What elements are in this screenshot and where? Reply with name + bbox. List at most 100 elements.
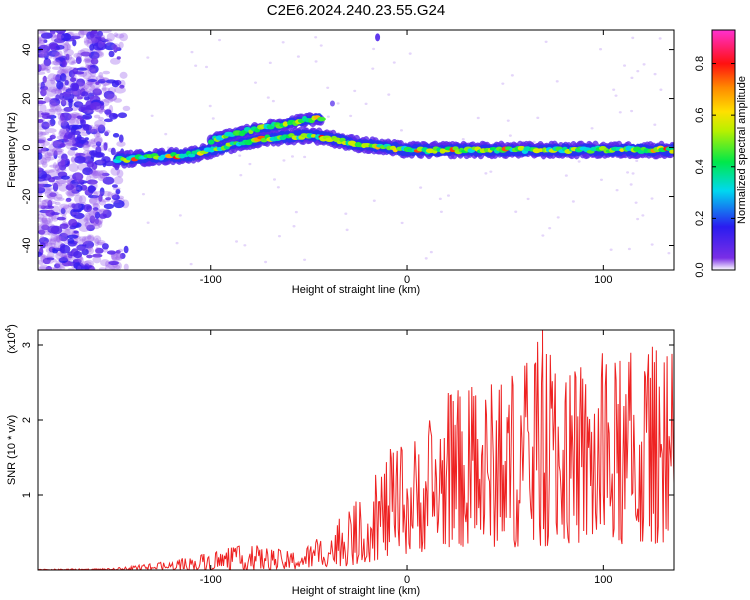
heatmap-cell (49, 192, 57, 198)
heatmap-cell (544, 40, 548, 43)
heatmap-cell (392, 61, 396, 64)
heatmap-cell (296, 55, 300, 58)
colorbar-tick-label: 0.2 (694, 211, 706, 226)
heatmap-cell (75, 171, 81, 181)
heatmap-cell (85, 214, 91, 221)
heatmap-cell (83, 96, 90, 101)
heatmap-cell (615, 188, 619, 192)
heatmap-cell (59, 73, 67, 82)
heatmap-cell (78, 106, 88, 113)
heatmap-cell (78, 195, 87, 204)
snr-x-label: Height of straight line (km) (292, 585, 420, 597)
heatmap-cell (116, 56, 121, 60)
heatmap-cell (85, 64, 91, 71)
heatmap-cell (96, 160, 105, 165)
heatmap-cell (95, 81, 100, 85)
heatmap-cell (99, 187, 105, 197)
heatmap-cell (62, 43, 69, 53)
heatmap-cell (510, 74, 514, 77)
colorbar-tick-label: 0.0 (694, 262, 706, 277)
heatmap-cell (54, 34, 65, 40)
heatmap-cell (81, 132, 89, 137)
heatmap-cell (119, 71, 128, 79)
heatmap-cell (51, 51, 59, 56)
heatmap-cell (564, 174, 568, 177)
heatmap-cell (75, 245, 87, 251)
heatmap-cell (63, 106, 74, 112)
heatmap-cell (50, 60, 63, 66)
heatmap-cell (42, 76, 48, 81)
heatmap-cell (555, 80, 559, 83)
heatmap-cell (98, 209, 108, 215)
heatmap-cell (59, 143, 66, 148)
heatmap-cell (82, 154, 88, 158)
heatmap-cell (56, 216, 66, 221)
heatmap-cell (67, 234, 79, 239)
heatmap-cell (281, 41, 285, 44)
heatmap-cell (47, 120, 52, 126)
heatmap-cell (84, 83, 96, 93)
heatmap-cell (104, 109, 112, 115)
heatmap-cell (62, 205, 72, 210)
heatmap-cell (90, 58, 99, 65)
heatmap-cell (57, 112, 63, 120)
heatmap-cell (92, 202, 99, 208)
heatmap-cell (43, 58, 52, 67)
heatmap-cell (47, 168, 60, 178)
heatmap-cell (90, 138, 96, 145)
heatmap-cell (73, 212, 85, 219)
heatmap-cell (146, 221, 150, 224)
heatmap-cell (175, 241, 179, 245)
heatmap-cell (326, 115, 330, 118)
heatmap-cell (70, 61, 77, 65)
heatmap-cell (38, 64, 42, 72)
heatmap-cell (99, 144, 107, 151)
heatmap-cell (103, 90, 115, 100)
x-tick-label: 0 (404, 274, 410, 286)
heatmap-cell (78, 236, 87, 242)
heatmap-cell (650, 243, 654, 246)
heatmap-cell (106, 40, 111, 47)
spectrogram-layer (38, 30, 674, 270)
heatmap-cell (282, 159, 286, 162)
heatmap-cell (59, 253, 70, 258)
heatmap-cell (266, 96, 270, 99)
heatmap-cell (631, 172, 635, 175)
heatmap-cell (187, 153, 196, 158)
heatmap-cell (106, 32, 115, 42)
heatmap-cell (317, 116, 326, 122)
heatmap-cell (102, 38, 113, 43)
heatmap-cell (38, 170, 48, 179)
heatmap-cell (71, 211, 79, 216)
heatmap-cell (80, 48, 92, 57)
heatmap-cell (38, 186, 46, 194)
heatmap-cell (44, 152, 52, 159)
heatmap-cell (63, 134, 68, 142)
heatmap-cell (55, 234, 62, 243)
heatmap-cell (52, 162, 58, 170)
heatmap-cell (63, 48, 75, 57)
y-tick-label: 0 (21, 144, 33, 150)
heatmap-cell (65, 139, 76, 145)
heatmap-cell (96, 241, 105, 245)
heatmap-cell (42, 223, 48, 230)
heatmap-cell (106, 93, 118, 102)
heatmap-cell (424, 257, 428, 260)
heatmap-cell (54, 262, 66, 266)
heatmap-cell (548, 226, 552, 230)
heatmap-cell (211, 117, 215, 120)
heatmap-cell (113, 32, 119, 37)
heatmap-cell (42, 257, 51, 265)
heatmap-cell (68, 119, 80, 127)
heatmap-cell (68, 218, 78, 227)
heatmap-cell (93, 223, 100, 230)
heatmap-cell (91, 216, 104, 225)
colorbar-ticks: 0.0 0.2 0.4 0.6 0.8 (694, 56, 735, 278)
heatmap-cell (282, 121, 289, 127)
heatmap-cell (103, 142, 108, 151)
heatmap-cell (64, 76, 71, 81)
heatmap-cell (514, 210, 518, 213)
heatmap-cell (91, 144, 99, 149)
heatmap-cell (97, 220, 103, 228)
heatmap-cell (40, 62, 46, 71)
